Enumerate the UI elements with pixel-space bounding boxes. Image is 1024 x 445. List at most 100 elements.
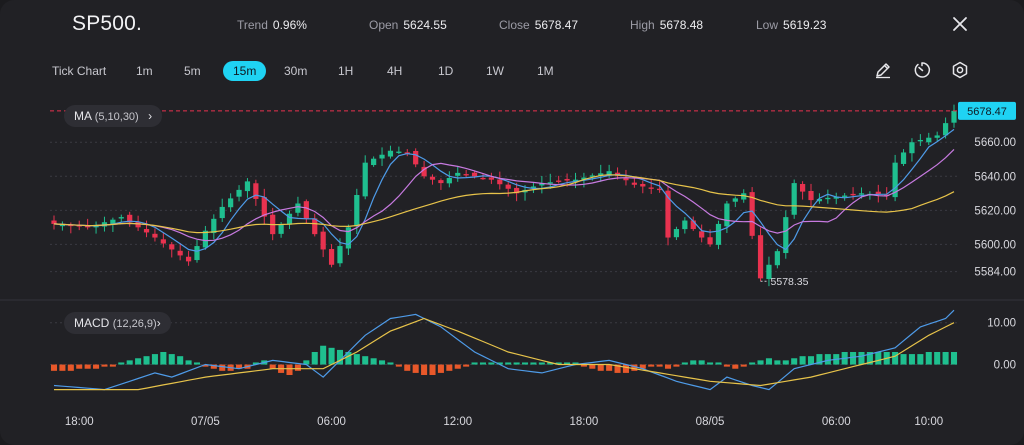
candle — [379, 147, 385, 166]
macd-histogram-bar — [589, 364, 596, 369]
candle-body — [724, 203, 730, 227]
macd-histogram-bar — [740, 364, 747, 367]
tab-30m[interactable]: 30m — [284, 64, 308, 78]
tab-1h[interactable]: 1H — [338, 64, 354, 78]
candle — [253, 179, 259, 206]
trend-stat: Trend 0.96% — [237, 18, 307, 32]
candle-body — [572, 179, 579, 182]
close-stat: Close 5678.47 — [499, 18, 578, 32]
candle — [85, 218, 91, 230]
tab-1m[interactable]: 1m — [136, 64, 153, 78]
timer-tool-button[interactable] — [912, 60, 932, 80]
candle-body — [640, 183, 646, 187]
candle-body — [783, 217, 789, 254]
candle-body — [791, 183, 797, 215]
candle-body — [354, 195, 360, 227]
candle — [118, 214, 124, 223]
close-icon — [953, 17, 967, 31]
tab-1w[interactable]: 1W — [486, 64, 504, 78]
candle — [59, 221, 66, 231]
candle-body — [825, 197, 831, 200]
draw-tool-button[interactable] — [873, 60, 893, 80]
candle-body — [505, 184, 511, 189]
macd-histogram-bar — [454, 364, 461, 369]
candle — [757, 227, 764, 282]
candle-body — [556, 180, 562, 182]
candle — [345, 224, 351, 255]
macd-histogram-bar — [252, 362, 259, 365]
candle-body — [253, 183, 259, 199]
low-annotation-label: 5578.35 — [771, 276, 809, 288]
macd-histogram-bar — [269, 364, 276, 369]
settings-button[interactable] — [950, 60, 970, 80]
macd-histogram-bar — [93, 364, 100, 369]
macd-histogram-bar — [143, 356, 150, 365]
candle-body — [446, 177, 452, 184]
candle — [219, 198, 225, 222]
macd-histogram-bar — [656, 364, 663, 367]
macd-histogram-bar — [866, 352, 873, 365]
candle-body — [900, 152, 907, 164]
time-tick-label: 12:00 — [443, 416, 472, 428]
candle — [556, 175, 562, 184]
candle-body — [665, 190, 671, 238]
candlestick-series — [51, 104, 957, 287]
candle-body — [842, 195, 848, 197]
tab-tick-chart[interactable]: Tick Chart — [52, 64, 107, 78]
time-tick-label: 06:00 — [317, 416, 346, 428]
candle — [715, 220, 722, 250]
candle-body — [244, 181, 251, 192]
tab-4h[interactable]: 4H — [387, 64, 403, 78]
candle — [791, 179, 797, 219]
candle — [530, 181, 537, 194]
macd-histogram-bar — [782, 360, 789, 365]
candle — [51, 215, 57, 230]
candle — [202, 225, 209, 250]
macd-histogram-bar — [850, 352, 857, 365]
candle — [387, 145, 394, 159]
candle — [228, 193, 234, 212]
candle-body — [362, 162, 368, 197]
candle — [783, 210, 789, 259]
candle-body — [480, 177, 486, 180]
macd-histogram-bar — [336, 349, 344, 365]
candle — [665, 186, 671, 246]
candle-body — [623, 178, 629, 181]
tab-1d[interactable]: 1D — [438, 64, 454, 78]
low-value: 5619.23 — [783, 18, 827, 32]
ma-indicator-button[interactable]: MA (5,10,30) › — [64, 105, 163, 127]
macd-histogram-bar — [67, 364, 74, 371]
candle-body — [875, 191, 881, 195]
macd-histogram-bar — [673, 364, 680, 367]
macd-indicator-button[interactable]: MACD (12,26,9)› — [64, 312, 171, 334]
candle-body — [833, 196, 839, 199]
ma-indicator-name: MA — [74, 109, 92, 123]
low-stat: Low 5619.23 — [756, 18, 826, 32]
macd-histogram-bar — [320, 345, 327, 365]
macd-histogram-bar — [479, 362, 486, 365]
macd-histogram-bar — [496, 362, 503, 365]
candle-body — [942, 123, 949, 136]
candle-body — [337, 246, 343, 264]
candle — [842, 193, 848, 201]
tab-1m-month[interactable]: 1M — [537, 64, 554, 78]
macd-histogram-bar — [395, 364, 402, 367]
candle-body — [514, 187, 520, 194]
candle-body — [51, 220, 57, 224]
chevron-right-icon: › — [156, 316, 161, 330]
candle-body — [455, 172, 461, 176]
candle — [328, 244, 335, 268]
candle-body — [934, 135, 940, 138]
macd-histogram-bar — [900, 354, 907, 365]
macd-histogram-bar — [757, 360, 764, 365]
macd-histogram-bar — [126, 360, 133, 365]
instrument-symbol: SP500. — [72, 12, 143, 35]
macd-histogram-bar — [690, 360, 697, 365]
time-tick-label: 08/05 — [696, 416, 725, 428]
candle — [934, 131, 940, 142]
candle — [312, 213, 318, 237]
tab-5m[interactable]: 5m — [184, 64, 201, 78]
close-button[interactable] — [950, 14, 970, 34]
tab-15m[interactable]: 15m — [223, 61, 267, 81]
